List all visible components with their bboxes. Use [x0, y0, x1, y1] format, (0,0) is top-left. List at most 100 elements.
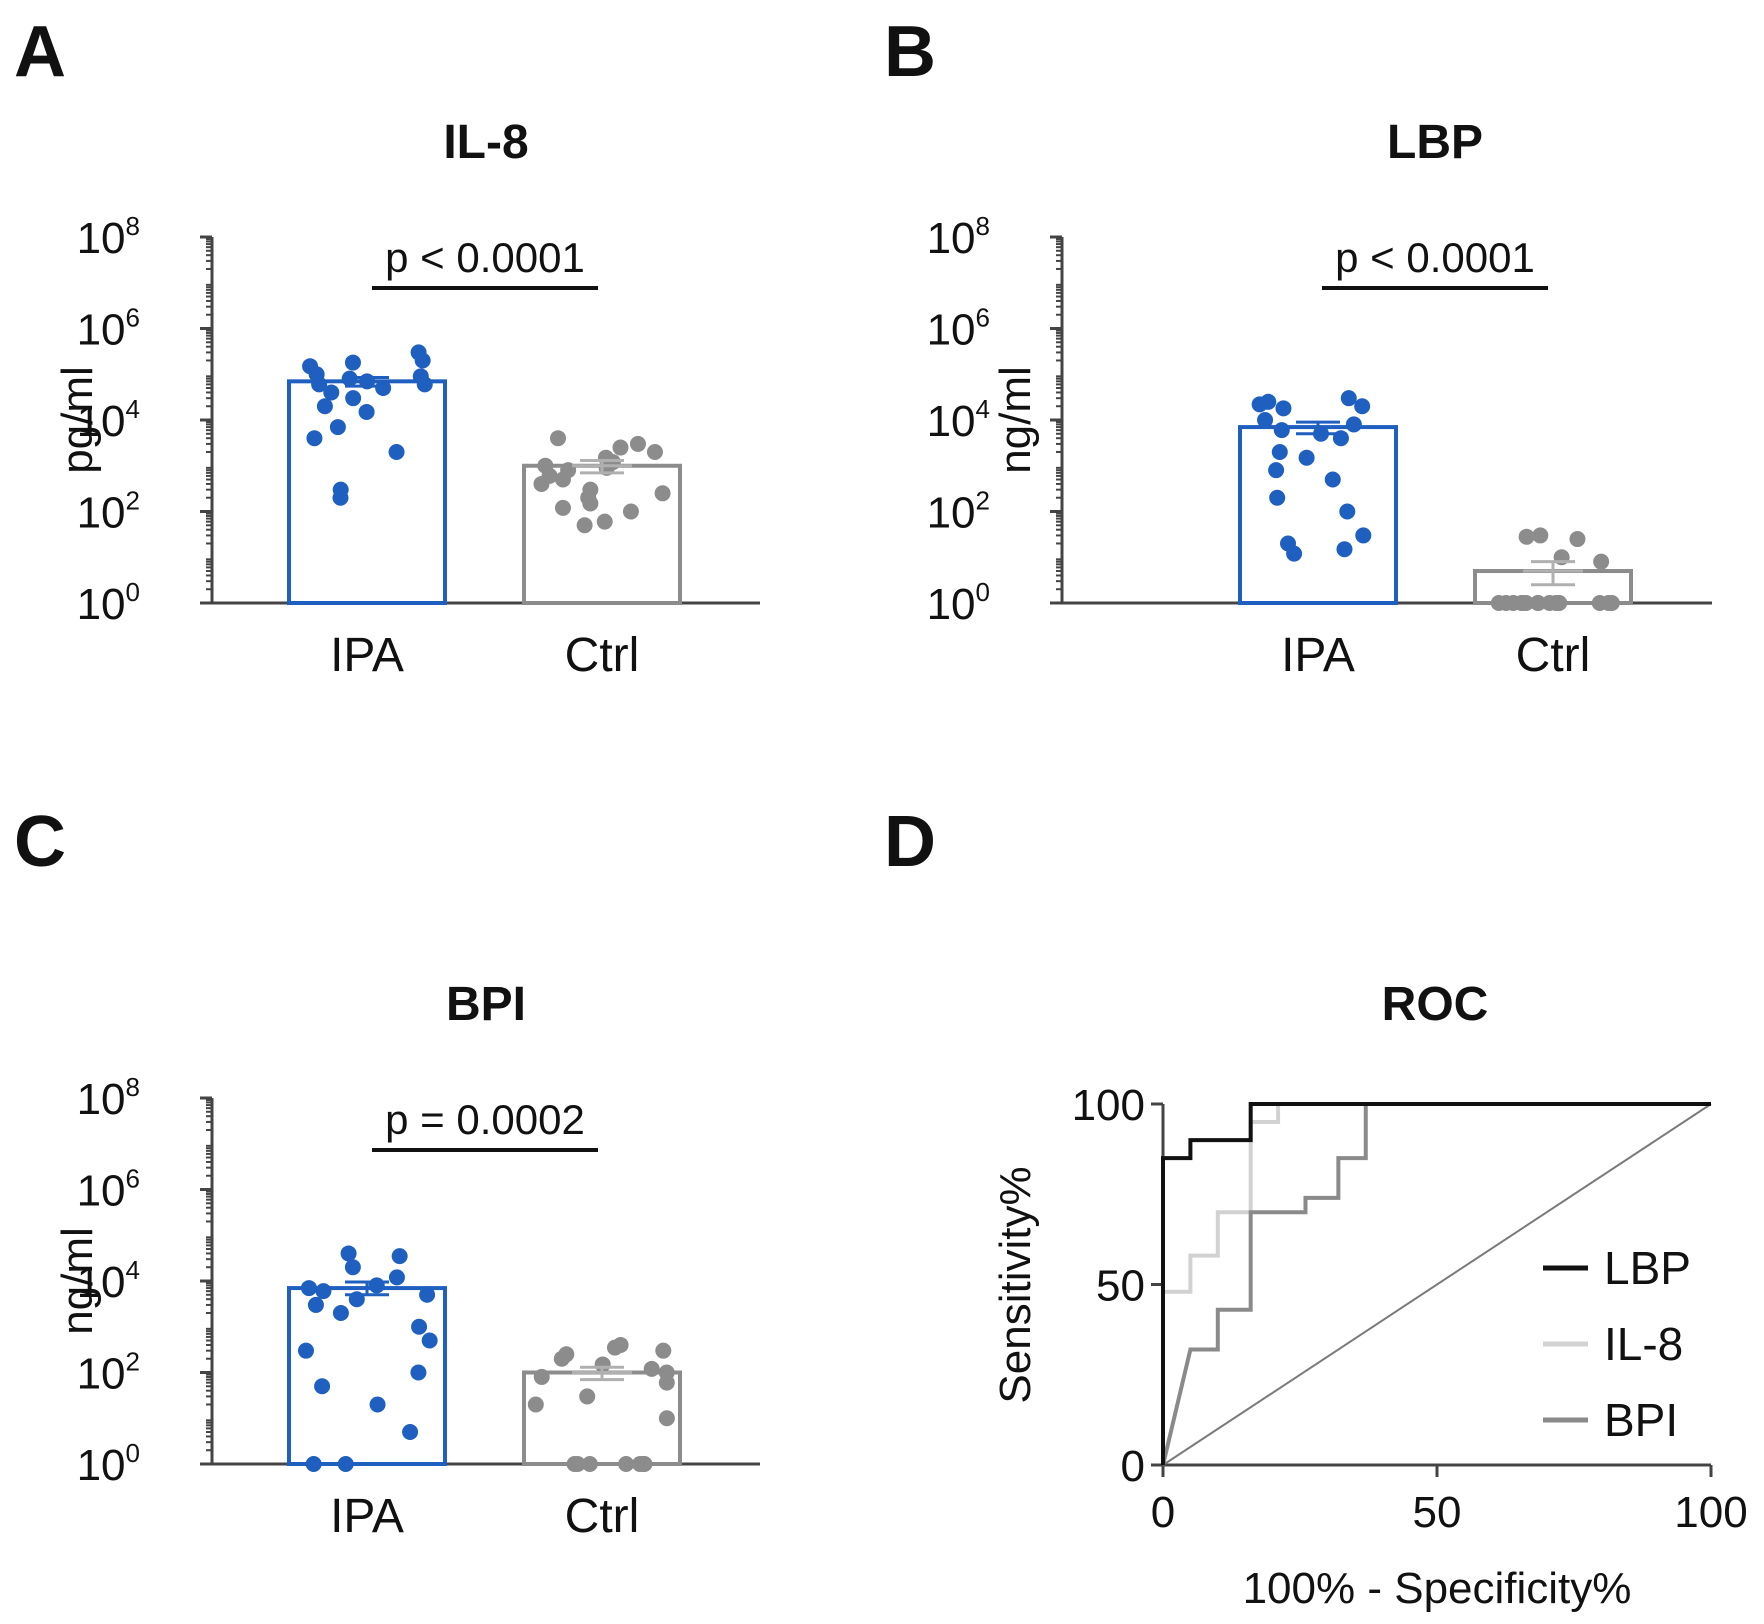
data-point [1593, 553, 1610, 570]
y-tick-label: 106 [927, 303, 990, 355]
data-point [345, 390, 362, 407]
tick-base: 10 [927, 489, 976, 538]
chart-roc: ROC 0 50 100 0 50 100 100% - Specificity% Sensit… [991, 978, 1748, 1613]
y-tick-label: 50 [1096, 1262, 1145, 1311]
data-point [329, 419, 346, 436]
data-point [658, 1410, 675, 1427]
data-point [596, 513, 613, 530]
data-point [315, 1283, 332, 1300]
data-point [655, 1342, 672, 1359]
tick-base: 10 [77, 306, 126, 355]
y-tick-label: 108 [77, 1072, 140, 1124]
x-axis-label: 100% - Specificity% [1243, 1564, 1632, 1613]
y-axis-label: ng/ml [991, 366, 1040, 474]
panel-letter-b: B [884, 12, 936, 92]
tick-exponent: 8 [126, 1072, 140, 1102]
data-point [421, 1332, 438, 1349]
tick-base: 10 [77, 1258, 126, 1307]
data-point [612, 439, 629, 456]
y-tick-label: 102 [77, 486, 140, 538]
data-point [553, 1350, 570, 1367]
data-point [416, 376, 433, 393]
data-point [1336, 541, 1353, 558]
p-value-label: p < 0.0001 [1335, 234, 1535, 281]
tick-exponent: 8 [976, 211, 990, 241]
y-axis-label: Sensitivity% [991, 1166, 1040, 1403]
tick-base: 10 [927, 580, 976, 629]
panel-letter-c: C [14, 802, 66, 882]
data-point [1518, 528, 1535, 545]
y-tick-label: 100 [77, 577, 140, 629]
data-point [1354, 398, 1371, 415]
data-point [332, 489, 349, 506]
data-point [297, 1342, 314, 1359]
tick-exponent: 4 [126, 394, 140, 424]
data-point [375, 380, 392, 397]
x-tick-label: 0 [1151, 1488, 1175, 1537]
p-value-label: p < 0.0001 [385, 234, 585, 281]
tick-base: 10 [77, 1075, 126, 1124]
y-tick-label: 104 [77, 1255, 140, 1307]
tick-exponent: 0 [976, 577, 990, 607]
data-point [307, 1296, 324, 1313]
data-point [410, 1364, 427, 1381]
data-point [1600, 595, 1617, 611]
data-point [306, 430, 323, 447]
chart-title: LBP [1387, 116, 1483, 169]
y-tick-label: 104 [77, 394, 140, 446]
data-point [646, 443, 663, 460]
x-category-label: IPA [330, 629, 404, 682]
y-tick-label: 100 [1072, 1081, 1145, 1130]
data-point [554, 499, 571, 516]
data-point [643, 1360, 660, 1377]
x-tick-label: 50 [1413, 1488, 1462, 1537]
data-point [419, 1286, 436, 1303]
y-tick-label: 102 [77, 1347, 140, 1399]
y-tick-label: 106 [77, 1164, 140, 1216]
data-point [414, 352, 431, 369]
data-point [579, 1388, 596, 1405]
data-point [368, 1277, 385, 1294]
data-point [606, 1339, 623, 1356]
p-value-label: p = 0.0002 [385, 1096, 585, 1143]
tick-exponent: 6 [126, 303, 140, 333]
chart-title: ROC [1382, 978, 1489, 1031]
x-category-label: IPA [1281, 629, 1355, 682]
data-point [1268, 462, 1285, 479]
data-point [344, 354, 361, 371]
bar-ipa [1238, 425, 1398, 605]
y-axis-label: ng/ml [53, 1227, 102, 1335]
tick-base: 10 [927, 306, 976, 355]
data-point [388, 443, 405, 460]
data-point [388, 1269, 405, 1286]
data-point [1286, 545, 1303, 562]
data-point [1275, 400, 1292, 417]
data-point [1340, 390, 1357, 407]
tick-exponent: 2 [976, 486, 990, 516]
tick-base: 10 [927, 214, 976, 263]
legend-label: BPI [1604, 1394, 1678, 1446]
roc-line-il-8 [1161, 1102, 1711, 1465]
tick-exponent: 2 [126, 1347, 140, 1377]
tick-base: 10 [77, 214, 126, 263]
data-point [569, 1456, 586, 1472]
data-point [332, 1304, 349, 1321]
data-point [618, 1456, 635, 1472]
data-point [658, 1374, 675, 1391]
legend-label: IL-8 [1604, 1318, 1683, 1370]
tick-base: 10 [927, 397, 976, 446]
x-category-label: Ctrl [1516, 629, 1591, 682]
data-point [1251, 396, 1268, 413]
data-point [581, 1456, 598, 1472]
data-point [1273, 422, 1290, 439]
tick-base: 10 [77, 1167, 126, 1216]
tick-base: 10 [77, 489, 126, 538]
y-tick-label: 102 [927, 486, 990, 538]
tick-exponent: 2 [126, 486, 140, 516]
tick-exponent: 4 [976, 394, 990, 424]
tick-exponent: 0 [126, 1438, 140, 1468]
data-point [358, 403, 375, 420]
y-tick-label: 108 [77, 211, 140, 263]
